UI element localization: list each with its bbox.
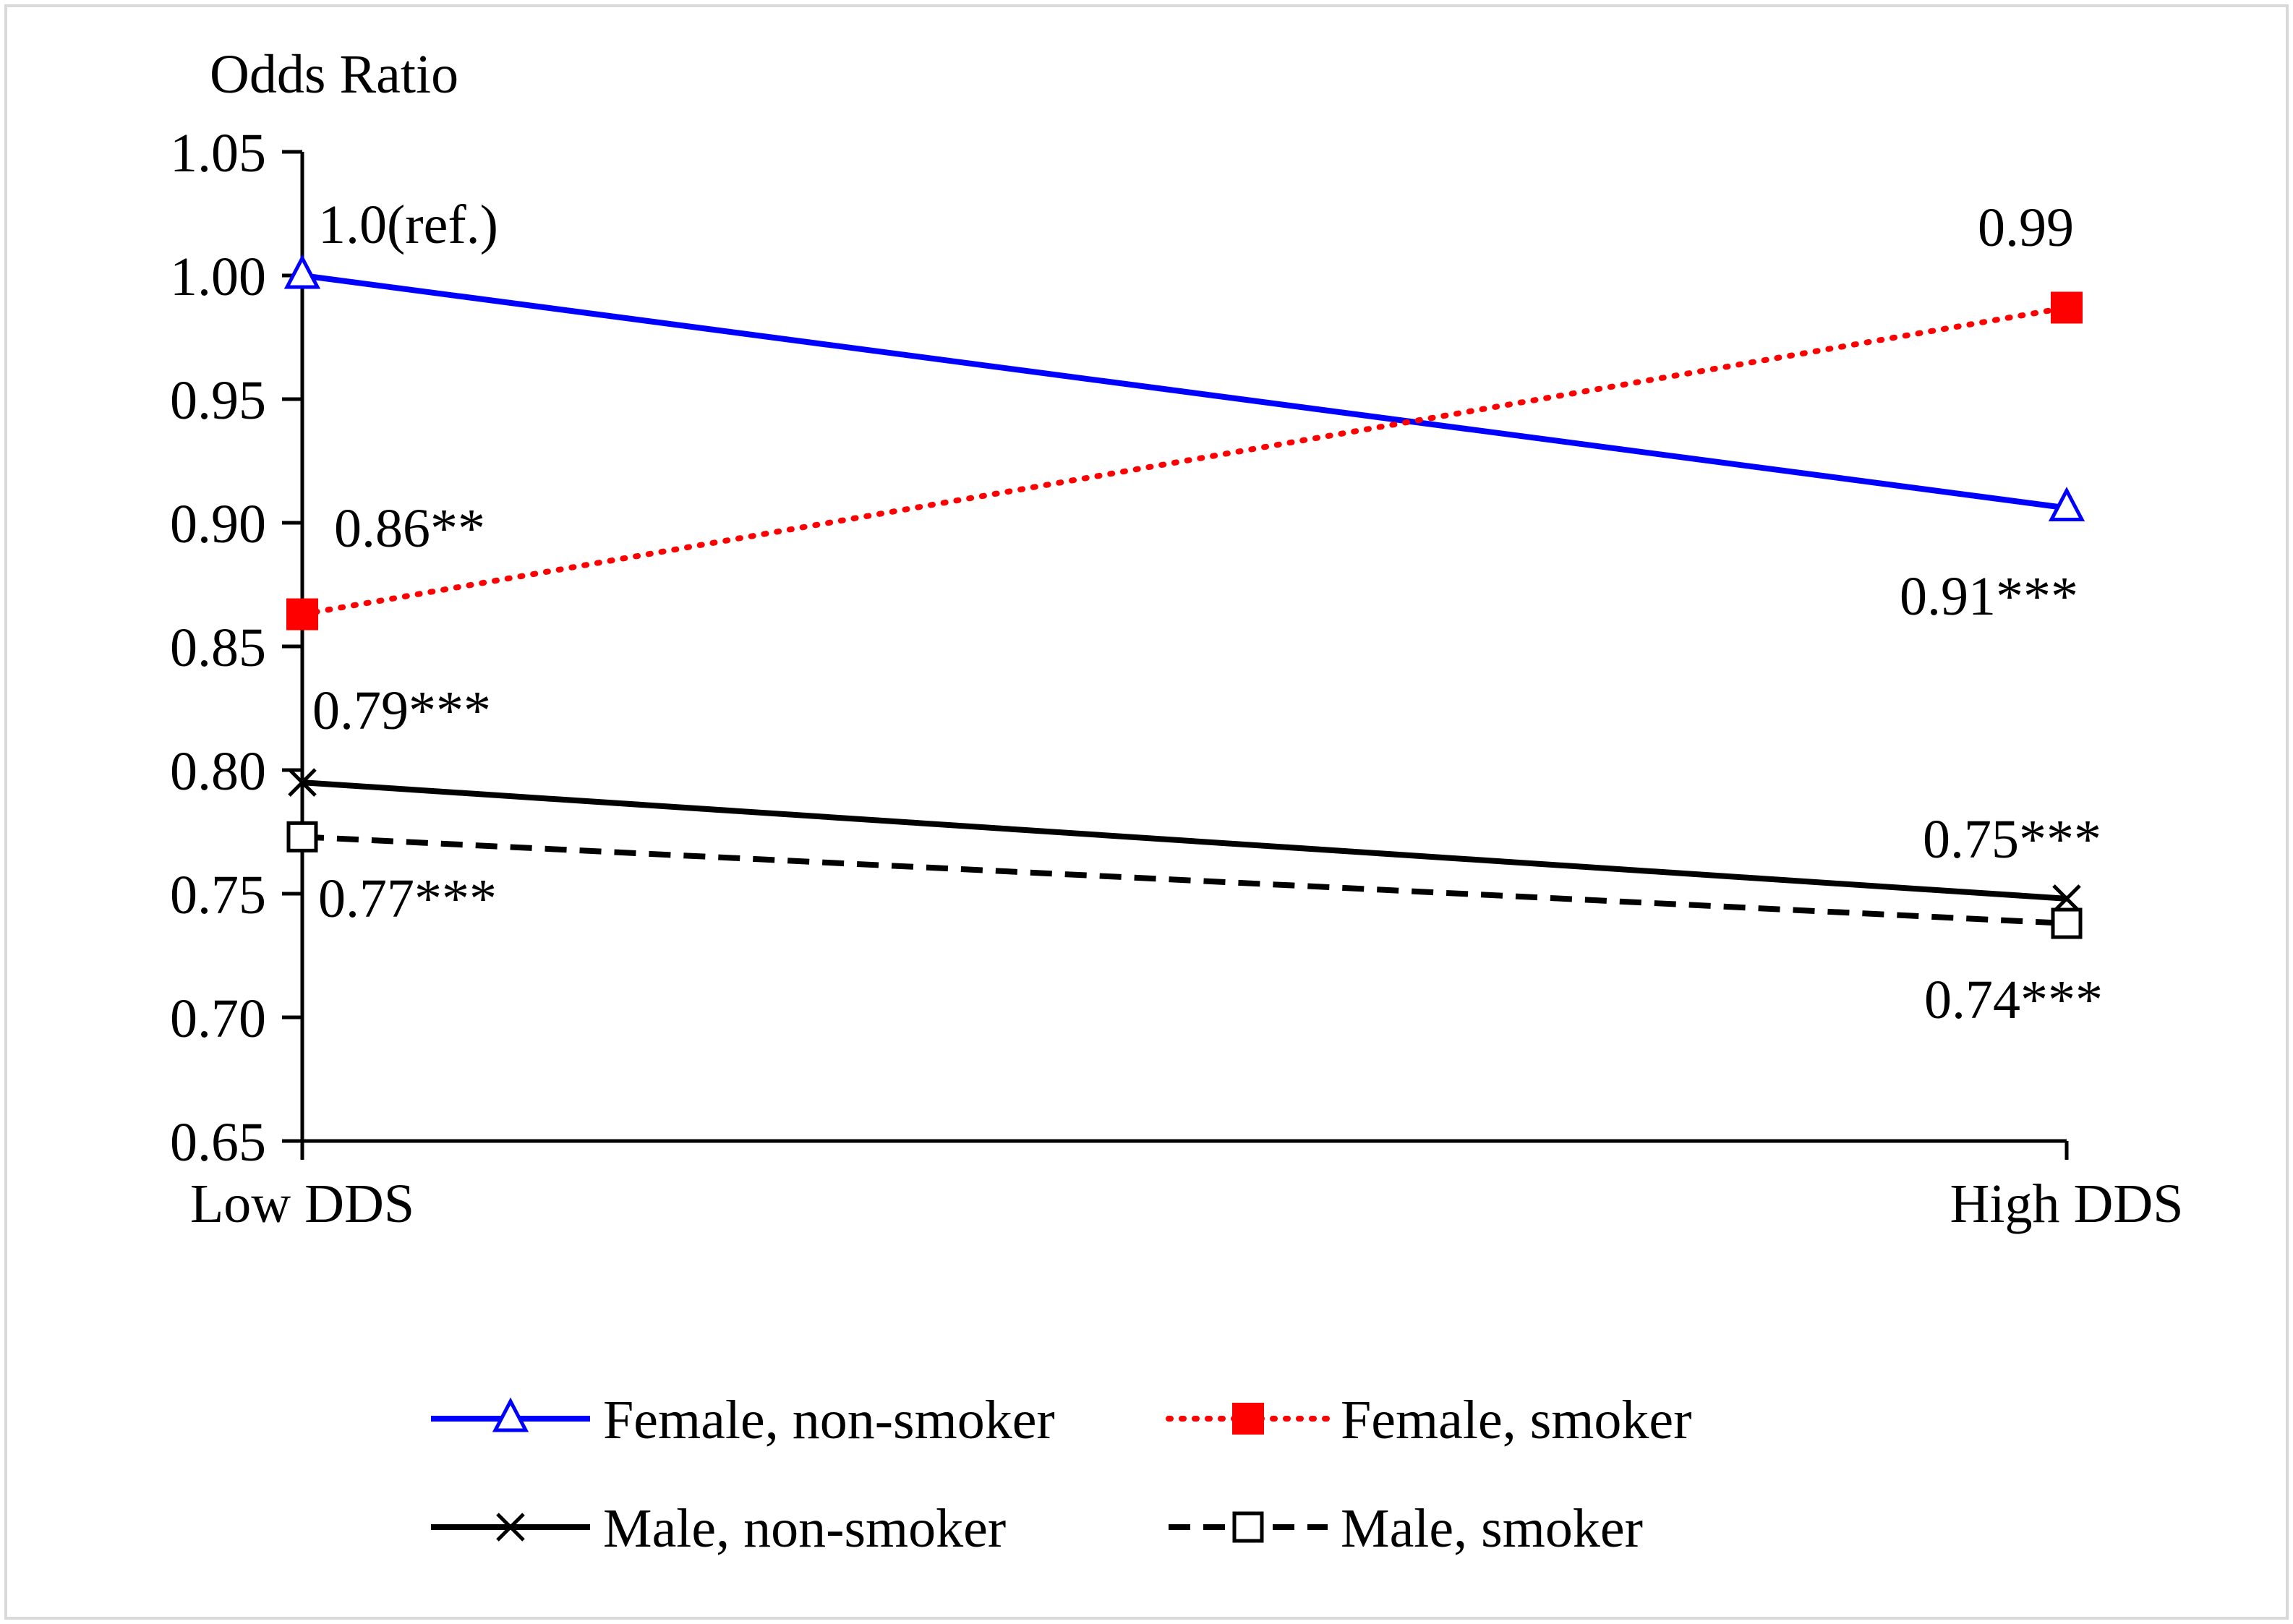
series-4 bbox=[286, 821, 2083, 939]
data-point bbox=[2052, 884, 2081, 913]
y-tick-label: 0.85 bbox=[170, 617, 266, 678]
legend-marker-stroke-b bbox=[496, 1513, 525, 1542]
data-label: 0.79*** bbox=[312, 680, 491, 741]
legend: Female, non-smoker Female, smoker Male, no… bbox=[431, 1390, 1691, 1559]
y-tick-label: 1.00 bbox=[170, 247, 266, 307]
data-point bbox=[286, 821, 318, 852]
y-tick-label: 1.05 bbox=[170, 123, 266, 184]
data-point bbox=[2048, 487, 2085, 521]
y-tick-label: 0.95 bbox=[170, 370, 266, 431]
data-point bbox=[286, 598, 318, 631]
series-2 bbox=[286, 291, 2083, 631]
y-tick-label: 0.90 bbox=[170, 494, 266, 555]
data-label: 0.77*** bbox=[318, 868, 497, 929]
data-label: 0.74*** bbox=[1924, 970, 2103, 1030]
legend-item: Female, non-smoker bbox=[431, 1390, 1055, 1450]
x-tick-label: High DDS bbox=[1950, 1174, 2183, 1234]
y-tick-label: 0.80 bbox=[170, 741, 266, 802]
chart-frame bbox=[4, 4, 2289, 1620]
data-point-stroke-b bbox=[2052, 884, 2081, 913]
y-tick-label: 0.75 bbox=[170, 865, 266, 926]
series-1 bbox=[283, 254, 2085, 521]
legend-label: Male, smoker bbox=[1341, 1498, 1643, 1559]
legend-item: Male, non-smoker bbox=[431, 1498, 1006, 1559]
y-tick-label: 0.70 bbox=[170, 988, 266, 1049]
data-point bbox=[2051, 291, 2083, 324]
legend-label: Female, smoker bbox=[1341, 1390, 1691, 1450]
data-label: 0.75*** bbox=[1923, 809, 2101, 870]
data-label: 0.86** bbox=[334, 498, 485, 559]
data-point bbox=[2051, 907, 2083, 939]
data-point bbox=[288, 768, 317, 797]
series-layer bbox=[283, 254, 2085, 939]
y-axis-title: Odds Ratio bbox=[210, 44, 458, 105]
legend-label: Male, non-smoker bbox=[603, 1498, 1006, 1559]
axes: 0.65 0.70 0.75 0.80 0.85 0.90 0.95 1.00 1.05 Low … bbox=[170, 123, 2184, 1234]
data-labels: 1.0(ref.) 0.91*** 0.86** 0.99 0.79*** 0.75***… bbox=[312, 195, 2103, 1030]
x-tick-label: Low DDS bbox=[190, 1174, 414, 1234]
legend-item: Female, smoker bbox=[1166, 1390, 1691, 1450]
y-tick-label: 0.65 bbox=[170, 1112, 266, 1173]
data-label: 0.91*** bbox=[1900, 566, 2078, 627]
legend-marker bbox=[1232, 1403, 1264, 1435]
series-line bbox=[302, 273, 2067, 511]
legend-marker bbox=[492, 1397, 529, 1432]
data-label: 0.99 bbox=[1978, 197, 2074, 258]
series-line bbox=[302, 779, 2067, 902]
data-point bbox=[283, 254, 321, 289]
data-point-stroke-b bbox=[288, 768, 317, 797]
series-line bbox=[302, 834, 2067, 927]
legend-label: Female, non-smoker bbox=[603, 1390, 1055, 1450]
series-3 bbox=[288, 768, 2081, 913]
series-line bbox=[299, 304, 2070, 617]
legend-marker bbox=[496, 1513, 525, 1542]
legend-item: Male, smoker bbox=[1169, 1498, 1643, 1559]
data-label: 1.0(ref.) bbox=[318, 195, 498, 255]
legend-marker bbox=[1232, 1511, 1264, 1543]
